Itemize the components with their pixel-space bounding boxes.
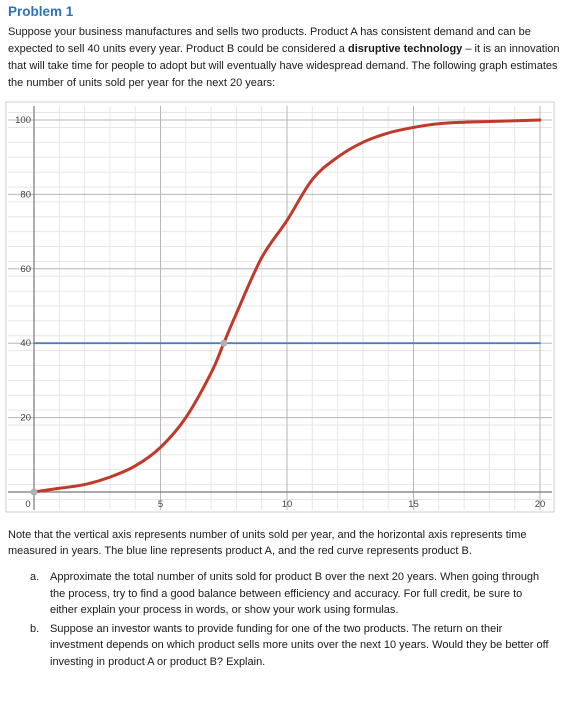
x-tick-label: 10	[282, 499, 293, 510]
highlight-point	[220, 339, 228, 347]
series-product-b-curve	[32, 118, 542, 494]
intro-bold-term: disruptive technology	[347, 43, 463, 55]
question-b-label: b.	[30, 622, 40, 635]
y-tick-label: 20	[20, 413, 31, 424]
y-tick-label: 60	[20, 264, 31, 275]
graph-frame	[5, 101, 555, 513]
highlight-point	[30, 488, 38, 496]
y-tick-label: 80	[20, 189, 31, 200]
x-tick-label: 5	[158, 499, 163, 510]
problem-title: Problem 1	[8, 4, 74, 19]
graph: 20 40 60 80 100 0 5 10 15 20	[5, 101, 555, 513]
x-tick-label: 20	[535, 499, 546, 510]
question-a-label: a.	[30, 571, 40, 583]
y-tick-label: 100	[15, 115, 31, 126]
question-b-text: Suppose an investor wants to provide fun…	[50, 622, 549, 668]
intro-text-2: – it is an innovation that will take tim…	[8, 43, 560, 89]
x-tick-label: 0	[25, 499, 30, 510]
y-tick-label: 40	[20, 338, 31, 349]
intro-paragraph: Suppose your business manufactures and s…	[8, 24, 564, 92]
question-a-text: Approximate the total number of units so…	[50, 571, 540, 616]
x-tick-label: 15	[408, 499, 419, 510]
question-a: a. Approximate the total number of units…	[30, 569, 550, 619]
question-list: a. Approximate the total number of units…	[30, 569, 550, 672]
question-b: b. Suppose an investor wants to provide …	[30, 621, 550, 671]
note-paragraph: Note that the vertical axis represents n…	[8, 529, 527, 557]
intro-text-1: Suppose your business manufactures and s…	[8, 26, 531, 55]
